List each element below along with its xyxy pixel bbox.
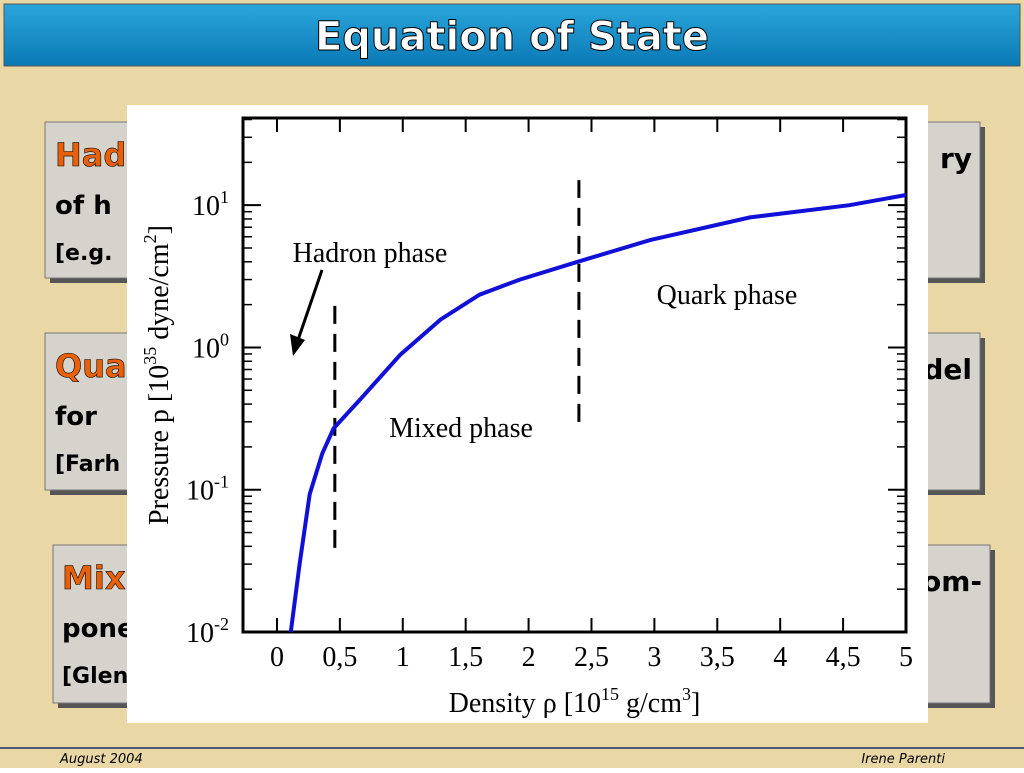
- x-tick-label: 0: [270, 642, 284, 673]
- y-tick-base: 10: [186, 618, 214, 649]
- axis-label-part: g/cm: [619, 688, 682, 719]
- y-tick-base: 10: [192, 191, 220, 222]
- plot-frame: [241, 116, 908, 634]
- box-line: [Glen: [62, 664, 128, 689]
- y-tick-exponent: -1: [214, 472, 229, 492]
- axis-label-part: 3: [682, 684, 691, 704]
- axis-label-part: 2: [140, 234, 160, 243]
- phase-label: Hadron phase: [293, 238, 448, 269]
- slide-title: Equation of State: [315, 14, 709, 60]
- x-tick-label: 1,5: [448, 642, 483, 673]
- x-tick-label: 2,5: [574, 642, 609, 673]
- y-label: Pressure p [1035 dyne/cm2]: [140, 225, 175, 525]
- chart: 0 0,5 1 1,5 2 2,5 3 3,5 4 4,5 510-210-1100101Densi…: [140, 116, 913, 719]
- chart-panel: [127, 105, 928, 723]
- x-tick-label: 5: [899, 642, 913, 673]
- box-line: of h: [55, 191, 112, 221]
- x-tick-label: 3: [647, 642, 661, 673]
- x-tick-label: 2: [522, 642, 536, 673]
- box-line: pone: [62, 614, 135, 644]
- y-tick-base: 10: [192, 333, 220, 364]
- axis-label-part: dyne/cm: [144, 243, 175, 347]
- axis-label-part: Pressure p [10: [144, 365, 175, 525]
- arrow-shaft: [296, 269, 324, 341]
- box-heading: Mix: [62, 559, 126, 597]
- y-tick-exponent: 1: [220, 187, 229, 207]
- x-tick-label: 1: [396, 642, 410, 673]
- box-line: [e.g.: [55, 241, 112, 266]
- phase-label: Quark phase: [657, 280, 798, 311]
- x-tick-label: 3,5: [700, 642, 735, 673]
- x-tick-label: 0,5: [322, 642, 357, 673]
- x-tick-label: 4,5: [826, 642, 861, 673]
- y-tick-label: 100: [192, 329, 229, 364]
- axis-label-part: Density ρ [10: [449, 688, 601, 719]
- y-tick-label: 10-1: [186, 472, 229, 507]
- box-line: ry: [940, 142, 972, 175]
- footer-date: August 2004: [59, 752, 143, 767]
- box-line: for: [55, 402, 97, 432]
- y-tick-label: 101: [192, 187, 229, 222]
- box-heading: Qua: [55, 347, 127, 385]
- axis-label-part: 35: [140, 347, 160, 365]
- arrow-head: [290, 334, 305, 356]
- x-label: Density ρ [1015 g/cm3]: [449, 684, 701, 719]
- box-line: om-: [922, 565, 982, 598]
- y-tick-exponent: 0: [220, 329, 229, 349]
- footer-author: Irene Parenti: [861, 752, 945, 767]
- y-tick-exponent: -2: [214, 614, 229, 634]
- footer: [0, 746, 1024, 768]
- x-tick-label: 4: [773, 642, 787, 673]
- box-heading: Had: [55, 136, 126, 174]
- axis-label-part: ]: [691, 688, 700, 719]
- box-line: del: [923, 353, 972, 386]
- title-bar: [3, 3, 1021, 67]
- axis-label-part: 15: [601, 684, 619, 704]
- box-line: [Farh: [55, 452, 120, 477]
- eos-curve: [288, 193, 907, 633]
- phase-label: Mixed phase: [389, 413, 533, 444]
- y-tick-base: 10: [186, 476, 214, 507]
- y-tick-label: 10-2: [186, 614, 229, 649]
- axis-label-part: ]: [144, 225, 175, 234]
